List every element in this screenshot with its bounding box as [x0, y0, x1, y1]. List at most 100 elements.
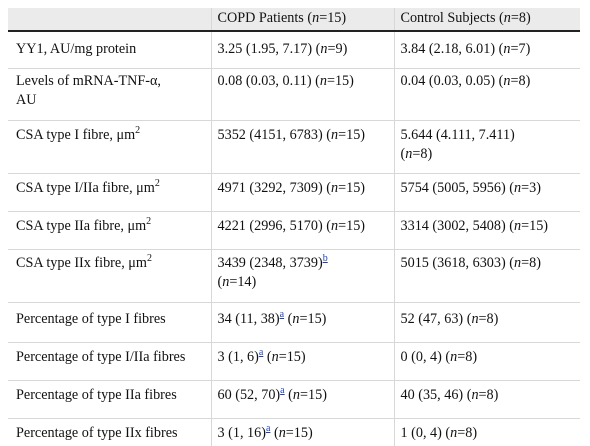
- control-n-var: n: [471, 311, 478, 327]
- table-row: Percentage of type IIa fibres 60 (52, 70…: [8, 381, 580, 419]
- control-cell: 5.644 (4.111, 7.411)(n=8): [394, 121, 580, 174]
- table-row: CSA type I/IIa fibre, μm2 4971 (3292, 73…: [8, 174, 580, 212]
- row-label-unit-exponent: 2: [147, 253, 152, 264]
- table-row: Levels of mRNA-TNF-α, AU 0.08 (0.03, 0.11…: [8, 69, 580, 121]
- control-value: 3.84 (2.18, 6.01): [401, 41, 496, 57]
- control-cell: 5015 (3618, 6303) (n=8): [394, 250, 580, 303]
- copd-value: 4221 (2996, 5170): [218, 218, 323, 234]
- footnote-link-a[interactable]: a: [280, 385, 284, 396]
- row-label: YY1, AU/mg protein: [8, 31, 211, 69]
- control-value: 0 (0, 4): [401, 349, 442, 365]
- row-label-text-cont: AU: [16, 92, 37, 108]
- copd-n-val: =15: [279, 349, 301, 365]
- row-label: CSA type I/IIa fibre, μm2: [8, 174, 211, 212]
- table-row: Percentage of type I fibres 34 (11, 38)a…: [8, 303, 580, 343]
- header-variable: [8, 8, 211, 31]
- control-n-val: =8: [457, 349, 472, 365]
- control-n-var: n: [471, 387, 478, 403]
- copd-value: 34 (11, 38): [218, 311, 280, 327]
- copd-cell: 3 (1, 16)a (n=15): [211, 419, 394, 446]
- control-value: 5.644 (4.111, 7.411): [401, 127, 515, 143]
- row-label-text: CSA type I/IIa fibre, μm: [16, 180, 155, 196]
- copd-value: 60 (52, 70): [218, 387, 281, 403]
- copd-cell: 5352 (4151, 6783) (n=15): [211, 121, 394, 174]
- copd-cell: 4971 (3292, 7309) (n=15): [211, 174, 394, 212]
- copd-cell: 3439 (2348, 3739)b(n=14): [211, 250, 394, 303]
- footnote-link-a[interactable]: a: [259, 347, 263, 358]
- row-label-text: Percentage of type IIa fibres: [16, 387, 177, 403]
- row-label: CSA type I fibre, μm2: [8, 121, 211, 174]
- control-n-val: =15: [521, 218, 543, 234]
- table-row: CSA type I fibre, μm2 5352 (4151, 6783) …: [8, 121, 580, 174]
- footnote-link-a[interactable]: a: [266, 423, 270, 434]
- copd-n-val: =15: [327, 73, 349, 89]
- row-label: CSA type IIa fibre, μm2: [8, 212, 211, 250]
- control-cell: 0 (0, 4) (n=8): [394, 343, 580, 381]
- control-n-val: =7: [510, 41, 525, 57]
- control-value: 5754 (5005, 5956): [401, 180, 506, 196]
- header-control-n-val: =8: [511, 10, 526, 26]
- row-label: Percentage of type I/IIa fibres: [8, 343, 211, 381]
- copd-cell: 60 (52, 70)a (n=15): [211, 381, 394, 419]
- control-cell: 1 (0, 4) (n=8): [394, 419, 580, 446]
- header-copd-patients: COPD Patients (n=15): [211, 8, 394, 31]
- control-n-val: =8: [521, 255, 536, 271]
- row-label-text: Percentage of type I/IIa fibres: [16, 349, 185, 365]
- row-label: Percentage of type I fibres: [8, 303, 211, 343]
- copd-cell: 0.08 (0.03, 0.11) (n=15): [211, 69, 394, 121]
- control-value: 3314 (3002, 5408): [401, 218, 506, 234]
- copd-n-var: n: [272, 349, 279, 365]
- row-label-unit-exponent: 2: [135, 125, 140, 136]
- copd-n-val: =15: [300, 387, 322, 403]
- control-cell: 3.84 (2.18, 6.01) (n=7): [394, 31, 580, 69]
- copd-value: 5352 (4151, 6783): [218, 127, 323, 143]
- row-label-text: Percentage of type IIx fibres: [16, 425, 178, 441]
- table-row: YY1, AU/mg protein 3.25 (1.95, 7.17) (n=…: [8, 31, 580, 69]
- copd-n-val: =15: [286, 425, 308, 441]
- copd-value: 4971 (3292, 7309): [218, 180, 323, 196]
- row-label-text: Levels of mRNA-TNF-α,: [16, 73, 161, 89]
- copd-value: 3439 (2348, 3739): [218, 255, 323, 271]
- row-label-text: YY1, AU/mg protein: [16, 41, 136, 57]
- copd-cell: 3.25 (1.95, 7.17) (n=9): [211, 31, 394, 69]
- control-n-val: =8: [479, 387, 494, 403]
- control-n-var: n: [450, 425, 457, 441]
- row-label-text: CSA type IIa fibre, μm: [16, 218, 146, 234]
- footnote-link-b[interactable]: b: [323, 253, 328, 264]
- header-control-n-var: n: [504, 10, 511, 26]
- table-row: Percentage of type I/IIa fibres 3 (1, 6)…: [8, 343, 580, 381]
- row-label-text: Percentage of type I fibres: [16, 311, 166, 327]
- control-n-val: =8: [510, 73, 525, 89]
- row-label: CSA type IIx fibre, μm2: [8, 250, 211, 303]
- copd-n-val: =14: [229, 274, 251, 290]
- copd-value: 3 (1, 6): [218, 349, 259, 365]
- control-n-val: =8: [457, 425, 472, 441]
- copd-cell: 4221 (2996, 5170) (n=15): [211, 212, 394, 250]
- header-control-label: Control Subjects: [401, 10, 496, 26]
- table-header-row: COPD Patients (n=15) Control Subjects (n…: [8, 8, 580, 31]
- copd-n-var: n: [279, 425, 286, 441]
- copd-value: 3.25 (1.95, 7.17): [218, 41, 313, 57]
- copd-value: 3 (1, 16): [218, 425, 266, 441]
- control-value: 1 (0, 4): [401, 425, 442, 441]
- row-label-unit-exponent: 2: [146, 216, 151, 227]
- copd-n-var: n: [320, 73, 327, 89]
- footnote-link-a[interactable]: a: [280, 309, 284, 320]
- copd-n-val: =15: [338, 218, 360, 234]
- header-copd-label: COPD Patients: [218, 10, 304, 26]
- row-label: Levels of mRNA-TNF-α, AU: [8, 69, 211, 121]
- copd-n-val: =9: [327, 41, 342, 57]
- copd-n-var: n: [293, 387, 300, 403]
- control-cell: 5754 (5005, 5956) (n=3): [394, 174, 580, 212]
- control-cell: 52 (47, 63) (n=8): [394, 303, 580, 343]
- control-value: 5015 (3618, 6303): [401, 255, 506, 271]
- results-table-container: COPD Patients (n=15) Control Subjects (n…: [8, 8, 580, 446]
- control-n-val: =8: [412, 146, 427, 162]
- control-cell: 0.04 (0.03, 0.05) (n=8): [394, 69, 580, 121]
- row-label-text: CSA type IIx fibre, μm: [16, 255, 147, 271]
- table-row: Percentage of type IIx fibres 3 (1, 16)a…: [8, 419, 580, 446]
- copd-n-val: =15: [338, 127, 360, 143]
- control-value: 40 (35, 46): [401, 387, 464, 403]
- table-row: CSA type IIa fibre, μm2 4221 (2996, 5170…: [8, 212, 580, 250]
- row-label-unit-exponent: 2: [155, 178, 160, 189]
